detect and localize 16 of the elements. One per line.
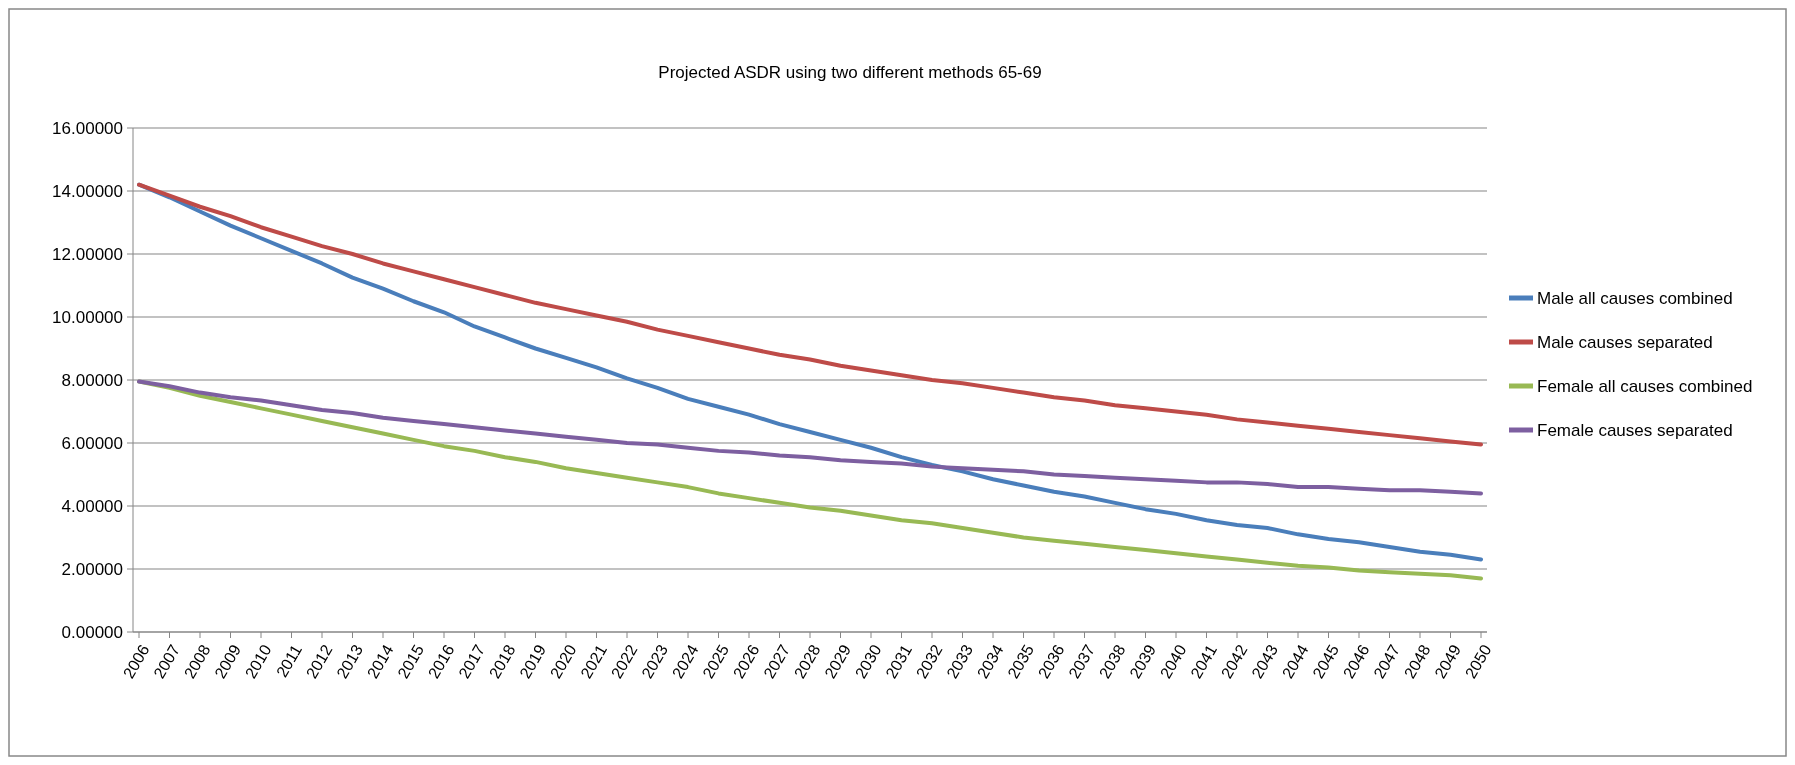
y-tick-label: 16.00000 bbox=[52, 118, 123, 138]
legend-label: Male causes separated bbox=[1537, 332, 1713, 352]
legend-label: Male all causes combined bbox=[1537, 288, 1733, 308]
y-tick-label: 8.00000 bbox=[61, 370, 123, 390]
chart-title: Projected ASDR using two different methods 65-69 bbox=[658, 63, 1042, 82]
line-series bbox=[137, 182, 1483, 447]
y-tick-label: 4.00000 bbox=[61, 496, 123, 516]
y-tick-label: 0.00000 bbox=[61, 622, 123, 642]
y-tick-label: 14.00000 bbox=[52, 181, 123, 201]
y-tick-label: 6.00000 bbox=[61, 433, 123, 453]
line-series bbox=[137, 379, 1483, 496]
y-tick-label: 2.00000 bbox=[61, 559, 123, 579]
y-tick-label: 12.00000 bbox=[52, 244, 123, 264]
legend-label: Female causes separated bbox=[1537, 420, 1733, 440]
legend-label: Female all causes combined bbox=[1537, 376, 1753, 396]
y-tick-label: 10.00000 bbox=[52, 307, 123, 327]
